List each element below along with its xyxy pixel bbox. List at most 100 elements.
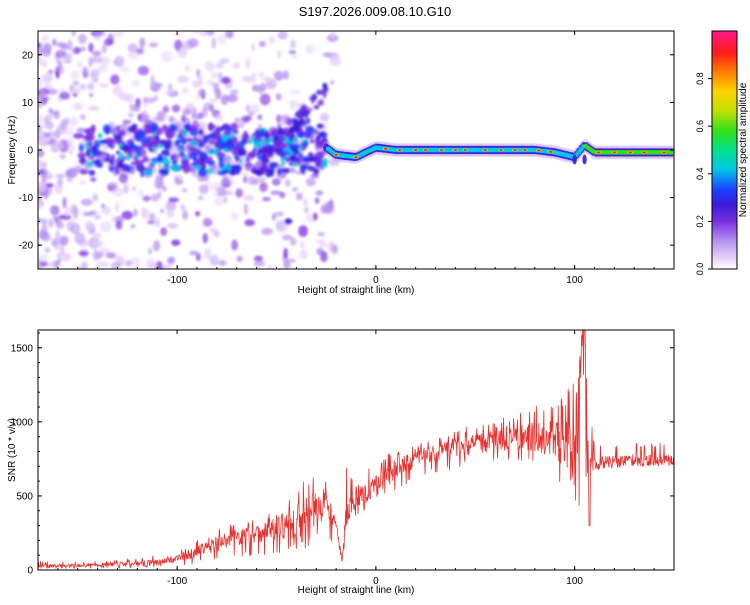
spectrogram-blob <box>92 31 105 36</box>
spectrogram-blob <box>121 210 133 220</box>
spectrogram-blob <box>165 88 176 96</box>
spectrogram-blob <box>180 150 185 160</box>
spectrogram-blob <box>238 158 244 163</box>
spectrogram-blob <box>169 123 176 132</box>
spectrogram-blob <box>262 76 273 82</box>
snr-y-tick-label: 500 <box>16 491 33 502</box>
spectrogram-blob <box>135 47 144 55</box>
spectrogram-blob <box>127 52 140 60</box>
spectrogram-blob <box>90 177 97 182</box>
spectrogram-blob <box>77 152 86 160</box>
spectrogram-blobs <box>38 31 341 269</box>
spectrogram-blob <box>144 140 150 144</box>
snr-bg <box>38 330 674 570</box>
spectrogram-blob <box>144 169 153 176</box>
spectrogram-blob <box>152 146 157 151</box>
spectrogram-blob <box>44 72 53 83</box>
spectrogram-blob <box>137 65 150 76</box>
spectrogram-blob <box>150 74 155 85</box>
spectrogram-blob <box>315 239 325 244</box>
spectrogram-blob <box>283 261 291 269</box>
spectrogram-blob <box>112 85 123 96</box>
spectrogram-blob <box>166 208 175 218</box>
spectrogram-blob <box>159 169 170 174</box>
spectrogram-blob <box>207 160 216 165</box>
spectrogram-blob <box>54 183 63 194</box>
spectrogram-blob <box>59 91 70 100</box>
spectrogram-blob <box>307 152 314 157</box>
spectrogram-blob <box>56 124 66 135</box>
spectrogram-blob <box>288 126 296 133</box>
spectrogram-blob <box>215 126 225 132</box>
spectrogram-blob <box>66 220 74 232</box>
spectrogram-blob <box>277 31 288 40</box>
spectrogram-blob <box>195 211 201 217</box>
spectrogram-blob <box>283 127 289 133</box>
spectrogram-blob <box>232 62 241 69</box>
spectrogram-blob <box>284 157 291 163</box>
spectrogram-blob <box>167 83 173 91</box>
ridge-peak <box>642 151 646 154</box>
spectrogram-blob <box>165 146 170 151</box>
spectrogram-blob <box>203 247 212 260</box>
spectrogram-blob <box>234 144 240 152</box>
spectrogram-blob <box>291 54 298 59</box>
spectrogram-blob <box>77 61 83 68</box>
spectrogram-blob <box>216 61 224 69</box>
spectrogram-blob <box>277 50 282 59</box>
spectrogram-blob <box>80 198 93 206</box>
spectrogram-blob <box>251 84 261 92</box>
spectrogram-blob <box>249 151 256 159</box>
spectrogram-blob <box>84 133 95 142</box>
spectrogram-blob <box>81 260 89 269</box>
spectrogram-blob <box>268 36 276 44</box>
spectrogram-blob <box>80 114 86 120</box>
spectrogram-blob <box>98 82 110 88</box>
spectrogram-blob <box>42 132 51 138</box>
spectrogram-blob <box>59 235 69 246</box>
spectrogram-blob <box>316 123 324 129</box>
spectrogram-blob <box>314 197 320 205</box>
spectrogram-blob <box>253 169 261 175</box>
snr-y-tick-label: 1500 <box>11 343 34 354</box>
spectrogram-blob <box>316 134 321 141</box>
spectrogram-blob <box>115 201 120 213</box>
spectrogram-blob <box>230 89 239 95</box>
spectrogram-blob <box>219 58 230 64</box>
colorbar-tick-label: 0.0 <box>695 263 705 276</box>
spectrogram-blob <box>209 139 215 144</box>
spectrogram-blob <box>96 260 108 268</box>
snr-x-tick-label: 0 <box>373 576 379 587</box>
spectrogram-blob <box>217 170 227 176</box>
spectrogram-blob <box>135 145 143 151</box>
spectrogram-blob <box>250 43 256 52</box>
spectrogram-blob <box>99 221 112 233</box>
ridge-peak <box>513 149 517 151</box>
spectrogram-blob <box>125 93 134 103</box>
spectrogram-blob <box>329 56 341 67</box>
spectrogram-blob <box>182 108 192 116</box>
spectrogram-blob <box>138 189 145 197</box>
spectrogram-blob <box>93 240 104 248</box>
spectrogram-blob <box>248 111 254 117</box>
spectrogram-blob <box>218 137 223 144</box>
spectrogram-x-ticks: -100 0 100 <box>57 31 675 286</box>
ridge-peak <box>334 153 338 156</box>
spectrogram-blob <box>139 148 147 157</box>
spectrogram-blob <box>288 162 294 166</box>
spectrogram-blob <box>283 247 288 259</box>
spectrogram-blob <box>134 159 145 165</box>
spectrogram-blob <box>271 212 276 221</box>
snr-y-ticks: 0 500 1000 1500 <box>11 332 674 577</box>
spectrogram-blob <box>211 37 216 49</box>
spectrogram-blob <box>87 105 100 111</box>
spectrogram-blob <box>243 194 255 201</box>
spectrogram-blob <box>162 105 170 113</box>
spectrogram-blob <box>177 139 182 144</box>
spectrogram-blob <box>85 148 91 158</box>
spectrogram-blob <box>326 34 339 42</box>
spectrogram-blob <box>157 191 162 199</box>
spectrogram-blob <box>226 93 238 103</box>
spectrogram-blob <box>313 104 320 110</box>
